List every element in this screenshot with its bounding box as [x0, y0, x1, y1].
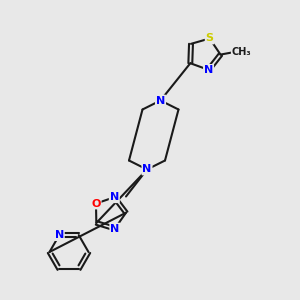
Text: N: N — [142, 164, 152, 175]
Text: CH₃: CH₃ — [232, 46, 251, 57]
Text: N: N — [110, 224, 119, 234]
Text: N: N — [55, 230, 64, 240]
Text: N: N — [156, 95, 165, 106]
Text: N: N — [204, 65, 213, 75]
Text: N: N — [110, 192, 119, 202]
Text: S: S — [206, 34, 214, 44]
Text: O: O — [91, 199, 101, 208]
